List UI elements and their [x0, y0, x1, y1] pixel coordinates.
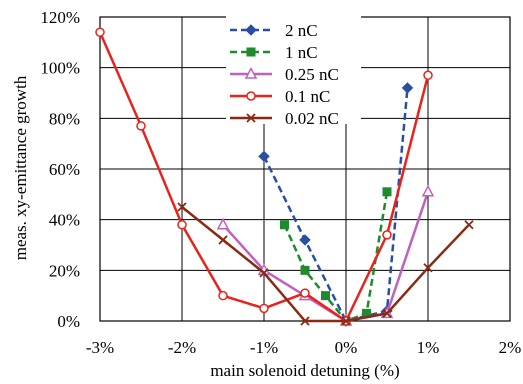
data-point — [382, 187, 392, 197]
data-point — [382, 308, 392, 319]
x-tick-label: -2% — [168, 338, 196, 357]
data-point — [464, 220, 474, 230]
legend-label: 2 nC — [285, 21, 318, 40]
data-point — [423, 263, 433, 273]
data-point — [258, 150, 270, 163]
legend-marker — [244, 66, 258, 79]
x-axis-title: main solenoid detuning (%) — [210, 361, 399, 380]
series-4 — [95, 27, 433, 326]
data-point — [321, 291, 330, 301]
legend-marker — [246, 91, 256, 101]
x-tick-label: -1% — [250, 338, 278, 357]
y-tick-label: 40% — [49, 211, 80, 230]
series-group — [95, 27, 474, 327]
y-tick-label: 80% — [49, 109, 80, 128]
data-point — [218, 290, 228, 301]
legend-item: 0.1 nC — [230, 87, 330, 106]
legend-label: 1 nC — [285, 43, 318, 62]
legend: 2 nC 1 nC 0.25 nC 0.1 nC 0.02 nC — [226, 12, 361, 128]
data-point — [300, 288, 310, 298]
legend-item: 0.02 nC — [230, 109, 339, 128]
data-point — [177, 202, 187, 212]
data-point — [95, 27, 105, 37]
x-tick-label: -3% — [86, 338, 114, 357]
x-tick-label: 2% — [499, 338, 522, 357]
y-tick-label: 0% — [57, 312, 80, 331]
axes: 0% 20% 40% 60% 80% 100% 120% -3% -2% -1% 0% 1% 2% — [40, 8, 521, 357]
data-point — [259, 268, 269, 278]
data-point — [300, 265, 310, 275]
series-5 — [177, 202, 474, 326]
legend-marker — [246, 113, 256, 123]
legend-marker — [245, 24, 257, 36]
data-point — [299, 234, 311, 246]
data-point — [136, 121, 146, 131]
legend-marker — [246, 47, 256, 57]
series-2 — [280, 187, 392, 326]
series-line — [262, 87, 409, 323]
x-tick-label: 1% — [417, 338, 440, 357]
data-point — [401, 82, 414, 94]
y-tick-label: 120% — [40, 8, 80, 27]
data-point — [421, 184, 435, 197]
series-line — [283, 191, 389, 323]
data-point — [300, 316, 310, 326]
y-axis-title: meas. xy-emittance growth — [11, 75, 30, 260]
legend-item: 1 nC — [230, 43, 318, 62]
legend-label: 0.1 nC — [285, 87, 330, 106]
y-tick-label: 20% — [49, 261, 80, 280]
data-point — [177, 219, 187, 230]
data-point — [259, 303, 269, 314]
data-point — [341, 316, 351, 326]
legend-label: 0.02 nC — [285, 109, 339, 128]
data-point — [382, 230, 392, 240]
legend-item: 0.25 nC — [230, 65, 339, 84]
data-point — [218, 235, 228, 245]
x-tick-label: 0% — [335, 338, 358, 357]
series-line — [181, 206, 470, 323]
legend-item: 2 nC — [230, 21, 318, 40]
legend-label: 0.25 nC — [285, 65, 339, 84]
y-tick-label: 60% — [49, 160, 80, 179]
y-tick-label: 100% — [40, 59, 80, 78]
data-point — [423, 70, 433, 81]
data-point — [216, 217, 230, 230]
data-point — [280, 220, 289, 230]
